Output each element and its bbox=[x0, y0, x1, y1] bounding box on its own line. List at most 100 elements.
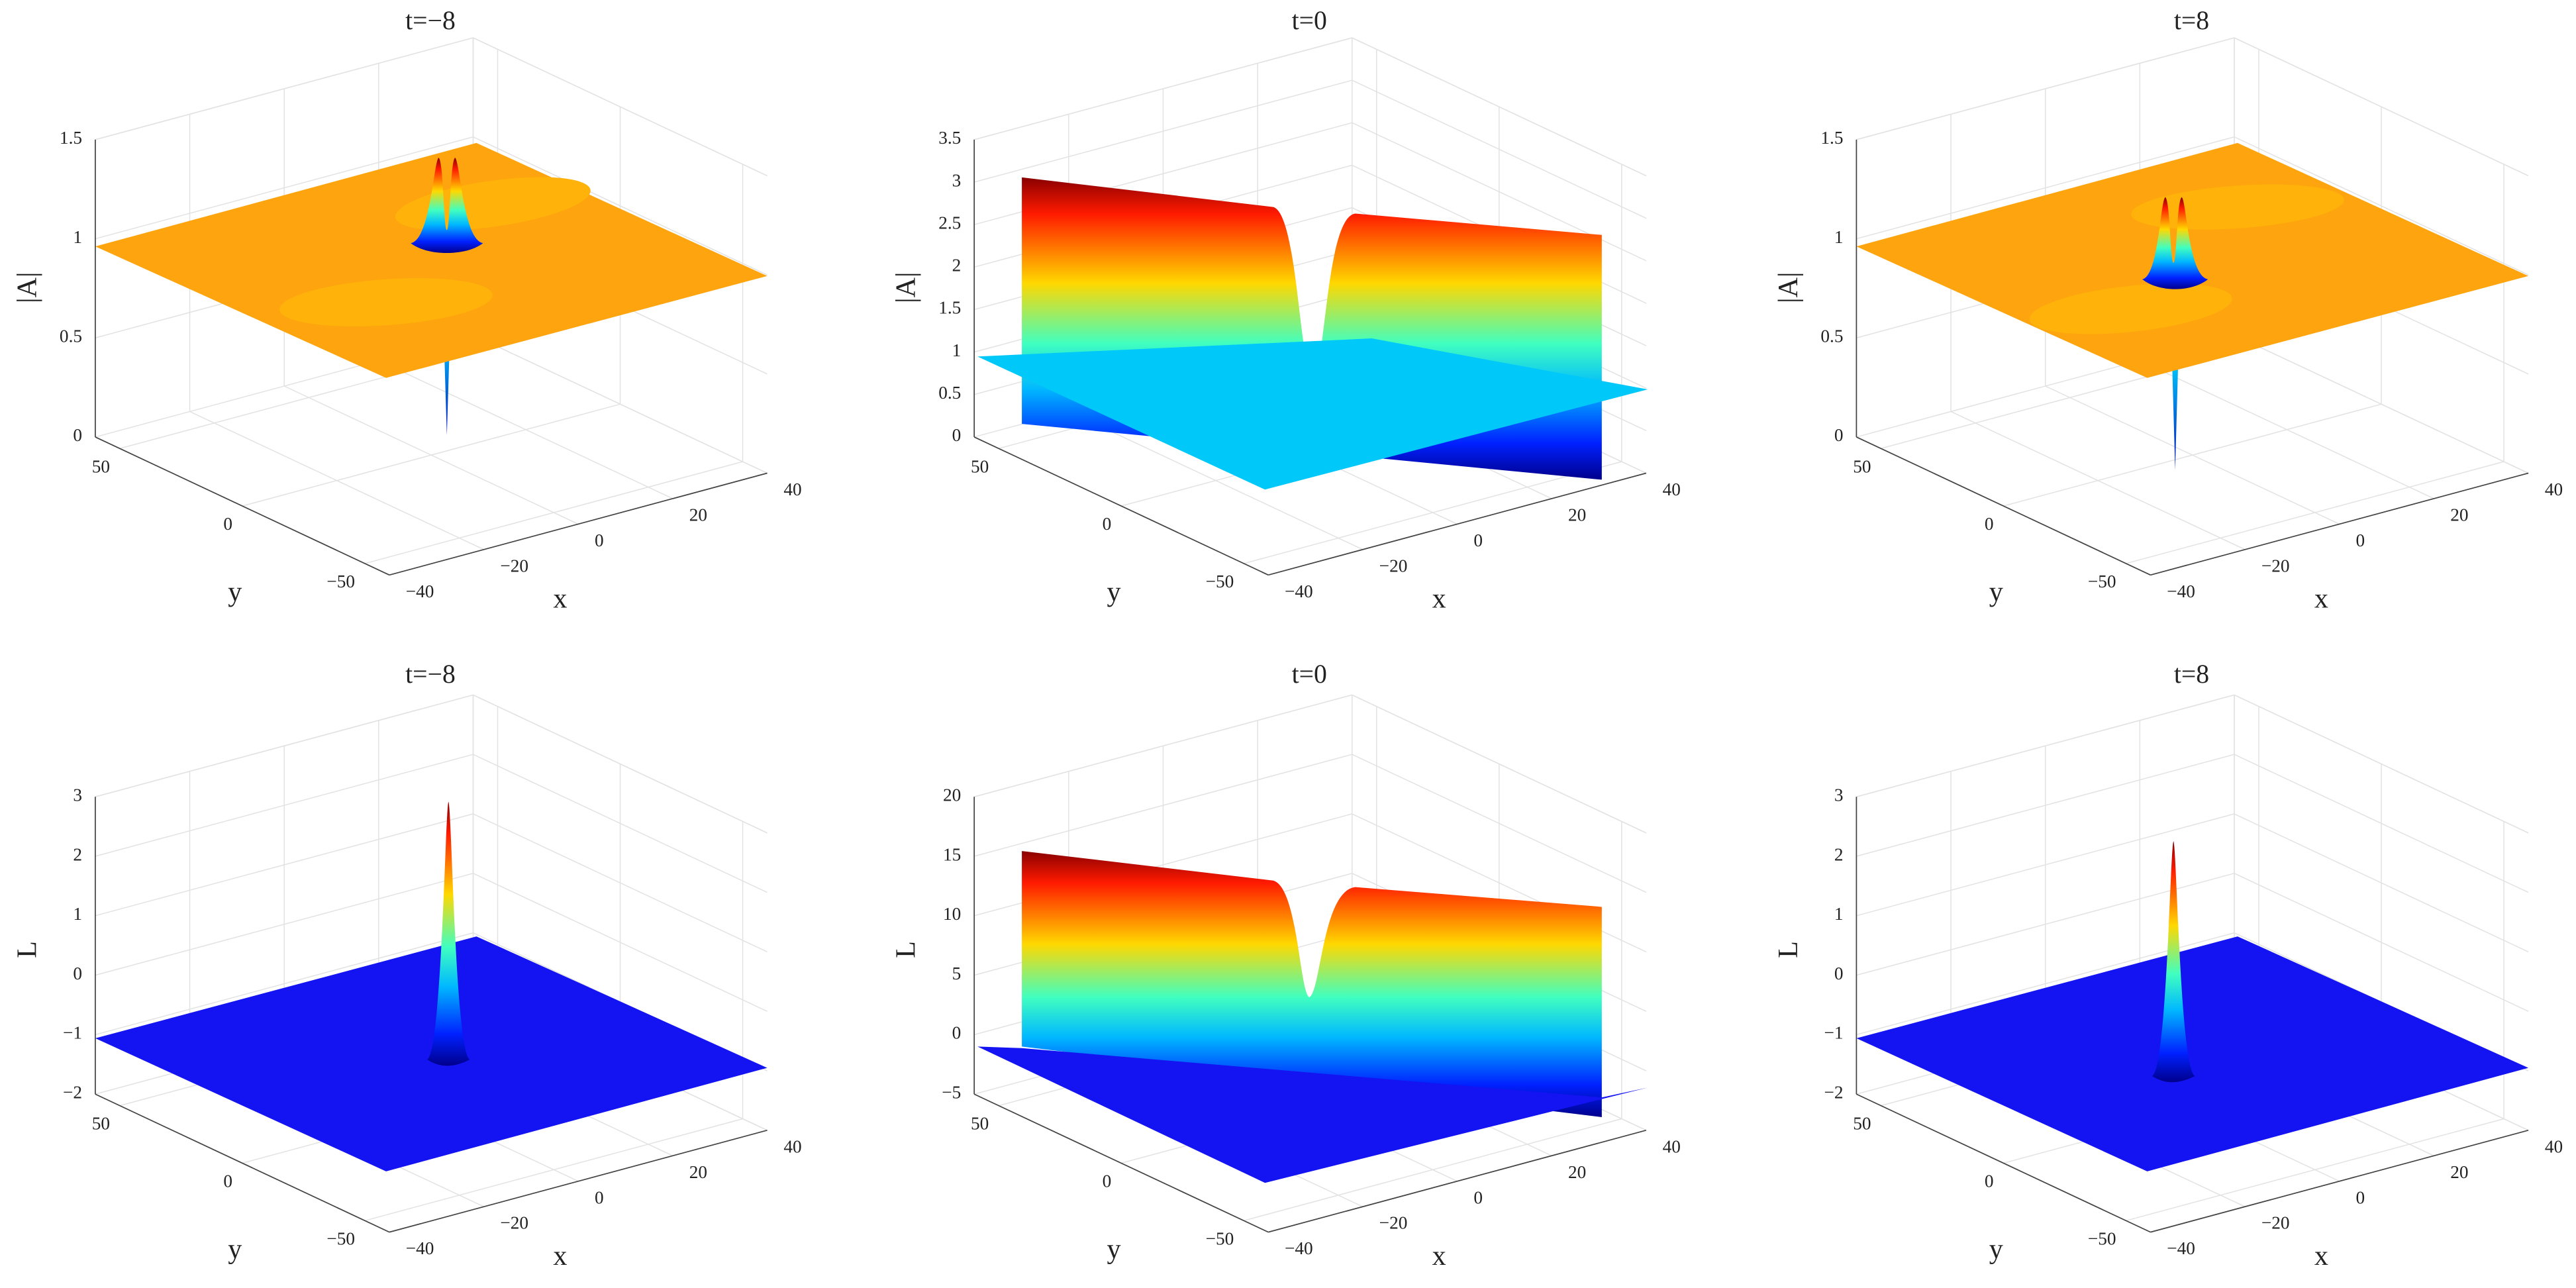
panel-title: t=0 bbox=[1292, 6, 1327, 35]
x-tick-label: 0 bbox=[1473, 530, 1483, 550]
z-tick-label: −2 bbox=[1824, 1083, 1844, 1103]
panel-title: t=8 bbox=[2174, 660, 2209, 689]
x-label: x bbox=[2314, 583, 2328, 615]
z-label: |A| bbox=[891, 272, 922, 303]
y-tick-label: 50 bbox=[92, 456, 110, 476]
z-tick-label: 15 bbox=[943, 844, 961, 864]
x-tick-label: −40 bbox=[406, 1238, 434, 1258]
z-tick-label: 1 bbox=[1834, 904, 1844, 924]
surface bbox=[2029, 283, 2232, 334]
surface bbox=[977, 338, 1648, 490]
x-tick-label: 20 bbox=[1568, 505, 1586, 524]
x-tick-label: −20 bbox=[500, 556, 528, 575]
grid-line bbox=[973, 694, 1352, 797]
y-tick-label: 50 bbox=[92, 1114, 110, 1134]
y-label: y bbox=[228, 577, 242, 608]
panel-title: t=0 bbox=[1292, 660, 1327, 689]
x-tick-label: 40 bbox=[783, 1136, 801, 1156]
z-label: L bbox=[11, 941, 42, 958]
x-tick-label: 0 bbox=[1473, 1187, 1483, 1207]
x-tick-label: 20 bbox=[689, 1162, 707, 1182]
z-tick-label: 3 bbox=[73, 785, 82, 805]
z-tick-label: 1.5 bbox=[60, 128, 82, 148]
x-tick-label: 0 bbox=[2356, 530, 2365, 550]
panel: 0 0.5 1 1.5 −40 −20 0 20 40 −50 0 50 t=8 x y |A| bbox=[1773, 6, 2563, 615]
z-label: |A| bbox=[1773, 272, 1804, 303]
panel-title: t=8 bbox=[2174, 6, 2209, 35]
x-tick-label: 0 bbox=[595, 530, 604, 550]
z-tick-label: 0.5 bbox=[938, 383, 961, 403]
axes: 0 0.5 1 1.5 −40 −20 0 20 40 −50 0 50 bbox=[60, 128, 802, 601]
z-tick-label: 1 bbox=[952, 340, 962, 360]
z-tick-label: 0 bbox=[73, 425, 82, 445]
x-label: x bbox=[1432, 583, 1446, 615]
axis-line bbox=[973, 436, 1269, 576]
y-tick-label: 50 bbox=[1853, 456, 1871, 476]
z-tick-label: 2 bbox=[73, 844, 82, 864]
z-tick-label: 3.5 bbox=[938, 128, 961, 148]
x-tick-label: −20 bbox=[2261, 1213, 2290, 1233]
surface bbox=[427, 801, 470, 1066]
z-tick-label: 0 bbox=[73, 964, 82, 983]
grid-line bbox=[242, 403, 620, 507]
x-tick-label: 40 bbox=[1663, 479, 1681, 499]
y-label: y bbox=[228, 1234, 242, 1265]
grid-line bbox=[95, 694, 473, 797]
axis-line bbox=[389, 1129, 768, 1233]
z-tick-label: 2.5 bbox=[938, 213, 961, 232]
axis-line bbox=[1856, 1093, 2151, 1233]
z-tick-label: 0.5 bbox=[60, 326, 82, 346]
axes: 0 0.5 1 1.5 2 2.5 3 3.5 −40 −20 0 20 40 −50 0 50 bbox=[938, 128, 1681, 601]
x-label: x bbox=[1432, 1240, 1446, 1271]
z-tick-label: 1 bbox=[73, 227, 82, 247]
panel: −2 −1 0 1 2 3 −40 −20 0 20 40 −50 0 50 t=8 x y L bbox=[1773, 660, 2563, 1271]
y-tick-label: 50 bbox=[1853, 1114, 1871, 1134]
z-tick-label: 0.5 bbox=[1820, 326, 1843, 346]
x-tick-label: −40 bbox=[1285, 1238, 1313, 1258]
surface bbox=[1856, 936, 2529, 1171]
grid-line bbox=[364, 1118, 743, 1222]
z-label: |A| bbox=[11, 272, 42, 303]
x-label: x bbox=[2314, 1240, 2328, 1271]
grid-line bbox=[2234, 694, 2529, 834]
panel: 0 0.5 1 1.5 −40 −20 0 20 40 −50 0 50 t=−8 x y |A| bbox=[11, 6, 801, 615]
y-tick-label: −50 bbox=[326, 1228, 355, 1248]
z-tick-label: 20 bbox=[943, 785, 961, 805]
x-label: x bbox=[553, 1240, 567, 1271]
x-tick-label: 0 bbox=[595, 1187, 604, 1207]
y-tick-label: 0 bbox=[223, 1171, 232, 1191]
z-tick-label: 1.5 bbox=[1820, 128, 1843, 148]
axes: 0 0.5 1 1.5 −40 −20 0 20 40 −50 0 50 bbox=[1820, 128, 2563, 601]
x-tick-label: −20 bbox=[1379, 556, 1408, 575]
y-tick-label: −50 bbox=[1206, 571, 1234, 591]
z-label: L bbox=[1773, 941, 1804, 958]
x-tick-label: −20 bbox=[500, 1213, 528, 1233]
axis-line bbox=[95, 1093, 390, 1233]
axis-line bbox=[1856, 436, 2151, 576]
z-tick-label: 0 bbox=[952, 425, 962, 445]
x-tick-label: 40 bbox=[783, 479, 801, 499]
axis-line bbox=[1268, 1129, 1647, 1233]
y-tick-label: 0 bbox=[1103, 1171, 1112, 1191]
y-tick-label: 50 bbox=[971, 456, 989, 476]
z-tick-label: 10 bbox=[943, 904, 961, 924]
z-tick-label: −2 bbox=[63, 1083, 82, 1103]
y-tick-label: −50 bbox=[1206, 1228, 1234, 1248]
z-tick-label: 0 bbox=[1834, 964, 1844, 983]
x-tick-label: 20 bbox=[1568, 1162, 1586, 1182]
surface bbox=[411, 158, 483, 254]
z-tick-label: 1.5 bbox=[938, 298, 961, 318]
z-tick-label: 0 bbox=[1834, 425, 1844, 445]
x-tick-label: −40 bbox=[2167, 581, 2195, 601]
grid-line bbox=[364, 461, 743, 564]
x-tick-label: 0 bbox=[2356, 1187, 2365, 1207]
x-tick-label: 40 bbox=[1663, 1136, 1681, 1156]
x-tick-label: −20 bbox=[2261, 556, 2290, 575]
z-tick-label: 0 bbox=[952, 1023, 962, 1043]
x-tick-label: 20 bbox=[2450, 505, 2468, 524]
x-tick-label: 40 bbox=[2545, 1136, 2563, 1156]
x-label: x bbox=[553, 583, 567, 615]
